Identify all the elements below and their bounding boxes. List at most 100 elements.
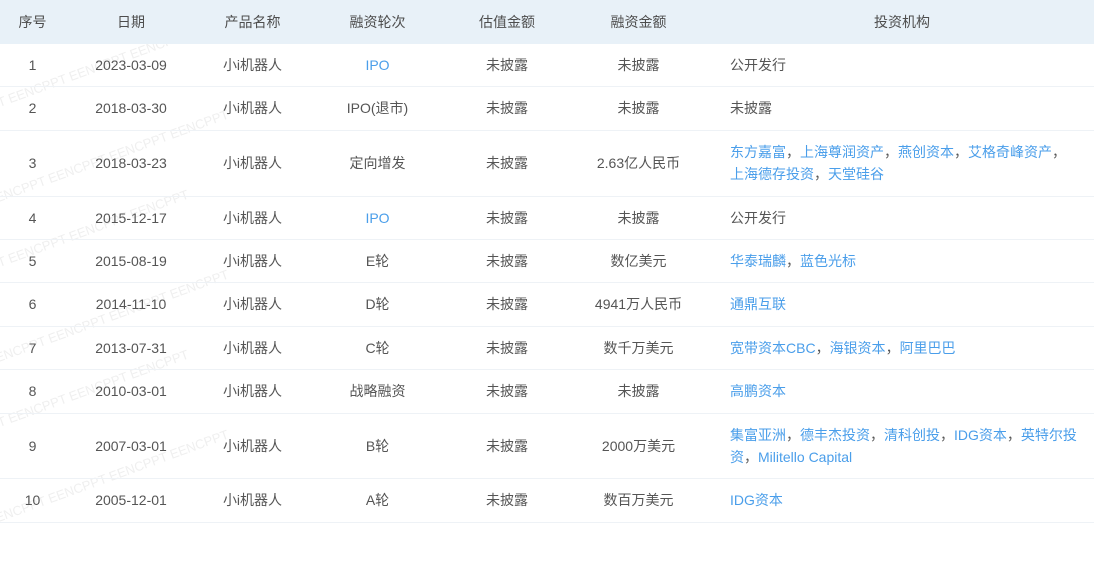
institution-link[interactable]: 阿里巴巴 — [900, 340, 956, 356]
cell-amount: 数千万美元 — [567, 326, 710, 369]
institution-link[interactable]: IDG资本 — [730, 492, 783, 508]
cell-date: 2018-03-23 — [65, 130, 197, 196]
cell-institutions: 东方嘉富，上海尊润资产，燕创资本，艾格奇峰资产，上海德存投资，天堂硅谷 — [710, 130, 1094, 196]
cell-index: 7 — [0, 326, 65, 369]
round-link[interactable]: IPO — [365, 210, 389, 226]
table-row: 4 2015-12-17 小i机器人 IPO 未披露 未披露 公开发行 — [0, 196, 1094, 239]
cell-index: 4 — [0, 196, 65, 239]
header-index: 序号 — [0, 0, 65, 44]
cell-round: IPO — [308, 196, 447, 239]
cell-index: 8 — [0, 370, 65, 413]
cell-product: 小i机器人 — [197, 479, 308, 522]
cell-round: IPO — [308, 44, 447, 87]
cell-product: 小i机器人 — [197, 370, 308, 413]
institution-link[interactable]: 海银资本 — [830, 340, 886, 356]
institution-link[interactable]: 东方嘉富 — [730, 144, 786, 160]
institution-link[interactable]: 上海尊润资产 — [800, 144, 884, 160]
cell-date: 2015-08-19 — [65, 239, 197, 282]
institution-link[interactable]: IDG资本 — [954, 427, 1007, 443]
cell-round: IPO(退市) — [308, 87, 447, 130]
cell-date: 2018-03-30 — [65, 87, 197, 130]
institution-link[interactable]: 通鼎互联 — [730, 296, 786, 312]
institution-link[interactable]: 清科创投 — [884, 427, 940, 443]
cell-index: 1 — [0, 44, 65, 87]
cell-institutions: 华泰瑞麟，蓝色光标 — [710, 239, 1094, 282]
institution-link[interactable]: 宽带资本CBC — [730, 340, 816, 356]
table-row: 2 2018-03-30 小i机器人 IPO(退市) 未披露 未披露 未披露 — [0, 87, 1094, 130]
cell-valuation: 未披露 — [447, 44, 567, 87]
institution-link[interactable]: 集富亚洲 — [730, 427, 786, 443]
cell-index: 6 — [0, 283, 65, 326]
funding-history-table-container: EENCPPT EENCPPT EENCPPT EENCPPT EENCPPT … — [0, 0, 1094, 567]
institution-link[interactable]: 上海德存投资 — [730, 166, 814, 182]
cell-amount: 数亿美元 — [567, 239, 710, 282]
institution-link[interactable]: Militello Capital — [758, 449, 852, 465]
cell-date: 2005-12-01 — [65, 479, 197, 522]
table-body: 1 2023-03-09 小i机器人 IPO 未披露 未披露 公开发行 2 2018-03-30… — [0, 44, 1094, 522]
cell-product: 小i机器人 — [197, 413, 308, 479]
cell-index: 9 — [0, 413, 65, 479]
table-header-row: 序号 日期 产品名称 融资轮次 估值金额 融资金额 投资机构 — [0, 0, 1094, 44]
cell-valuation: 未披露 — [447, 479, 567, 522]
funding-history-table: 序号 日期 产品名称 融资轮次 估值金额 融资金额 投资机构 1 2023-03-… — [0, 0, 1094, 523]
cell-amount: 2.63亿人民币 — [567, 130, 710, 196]
cell-product: 小i机器人 — [197, 130, 308, 196]
cell-product: 小i机器人 — [197, 87, 308, 130]
round-link[interactable]: IPO — [365, 57, 389, 73]
cell-amount: 数百万美元 — [567, 479, 710, 522]
cell-amount: 2000万美元 — [567, 413, 710, 479]
header-institutions: 投资机构 — [710, 0, 1094, 44]
cell-institutions: 通鼎互联 — [710, 283, 1094, 326]
table-row: 5 2015-08-19 小i机器人 E轮 未披露 数亿美元 华泰瑞麟，蓝色光标 — [0, 239, 1094, 282]
table-row: 7 2013-07-31 小i机器人 C轮 未披露 数千万美元 宽带资本CBC，海银资本，阿… — [0, 326, 1094, 369]
cell-index: 5 — [0, 239, 65, 282]
cell-index: 2 — [0, 87, 65, 130]
cell-valuation: 未披露 — [447, 370, 567, 413]
cell-institutions: 公开发行 — [710, 44, 1094, 87]
cell-institutions: 高鹏资本 — [710, 370, 1094, 413]
institution-link[interactable]: 艾格奇峰资产 — [968, 144, 1052, 160]
cell-valuation: 未披露 — [447, 326, 567, 369]
cell-valuation: 未披露 — [447, 196, 567, 239]
institution-text: 公开发行 — [730, 57, 786, 73]
cell-valuation: 未披露 — [447, 87, 567, 130]
cell-date: 2015-12-17 — [65, 196, 197, 239]
cell-amount: 未披露 — [567, 196, 710, 239]
cell-product: 小i机器人 — [197, 239, 308, 282]
table-row: 1 2023-03-09 小i机器人 IPO 未披露 未披露 公开发行 — [0, 44, 1094, 87]
cell-round: 定向增发 — [308, 130, 447, 196]
header-date: 日期 — [65, 0, 197, 44]
institution-link[interactable]: 高鹏资本 — [730, 383, 786, 399]
institution-link[interactable]: 燕创资本 — [898, 144, 954, 160]
table-row: 9 2007-03-01 小i机器人 B轮 未披露 2000万美元 集富亚洲，德丰杰投资，清… — [0, 413, 1094, 479]
cell-institutions: 集富亚洲，德丰杰投资，清科创投，IDG资本，英特尔投资，Militello Ca… — [710, 413, 1094, 479]
cell-valuation: 未披露 — [447, 283, 567, 326]
cell-product: 小i机器人 — [197, 196, 308, 239]
table-row: 10 2005-12-01 小i机器人 A轮 未披露 数百万美元 IDG资本 — [0, 479, 1094, 522]
cell-date: 2007-03-01 — [65, 413, 197, 479]
cell-amount: 未披露 — [567, 44, 710, 87]
header-valuation: 估值金额 — [447, 0, 567, 44]
institution-link[interactable]: 蓝色光标 — [800, 253, 856, 269]
cell-valuation: 未披露 — [447, 239, 567, 282]
header-product: 产品名称 — [197, 0, 308, 44]
cell-valuation: 未披露 — [447, 130, 567, 196]
cell-product: 小i机器人 — [197, 44, 308, 87]
institution-text: 未披露 — [730, 100, 772, 116]
cell-date: 2010-03-01 — [65, 370, 197, 413]
cell-institutions: IDG资本 — [710, 479, 1094, 522]
header-amount: 融资金额 — [567, 0, 710, 44]
cell-product: 小i机器人 — [197, 326, 308, 369]
institution-link[interactable]: 华泰瑞麟 — [730, 253, 786, 269]
cell-index: 3 — [0, 130, 65, 196]
cell-round: B轮 — [308, 413, 447, 479]
institution-link[interactable]: 天堂硅谷 — [828, 166, 884, 182]
cell-institutions: 宽带资本CBC，海银资本，阿里巴巴 — [710, 326, 1094, 369]
institution-link[interactable]: 德丰杰投资 — [800, 427, 870, 443]
cell-round: C轮 — [308, 326, 447, 369]
cell-amount: 未披露 — [567, 370, 710, 413]
cell-institutions: 未披露 — [710, 87, 1094, 130]
cell-date: 2023-03-09 — [65, 44, 197, 87]
cell-valuation: 未披露 — [447, 413, 567, 479]
cell-amount: 4941万人民币 — [567, 283, 710, 326]
